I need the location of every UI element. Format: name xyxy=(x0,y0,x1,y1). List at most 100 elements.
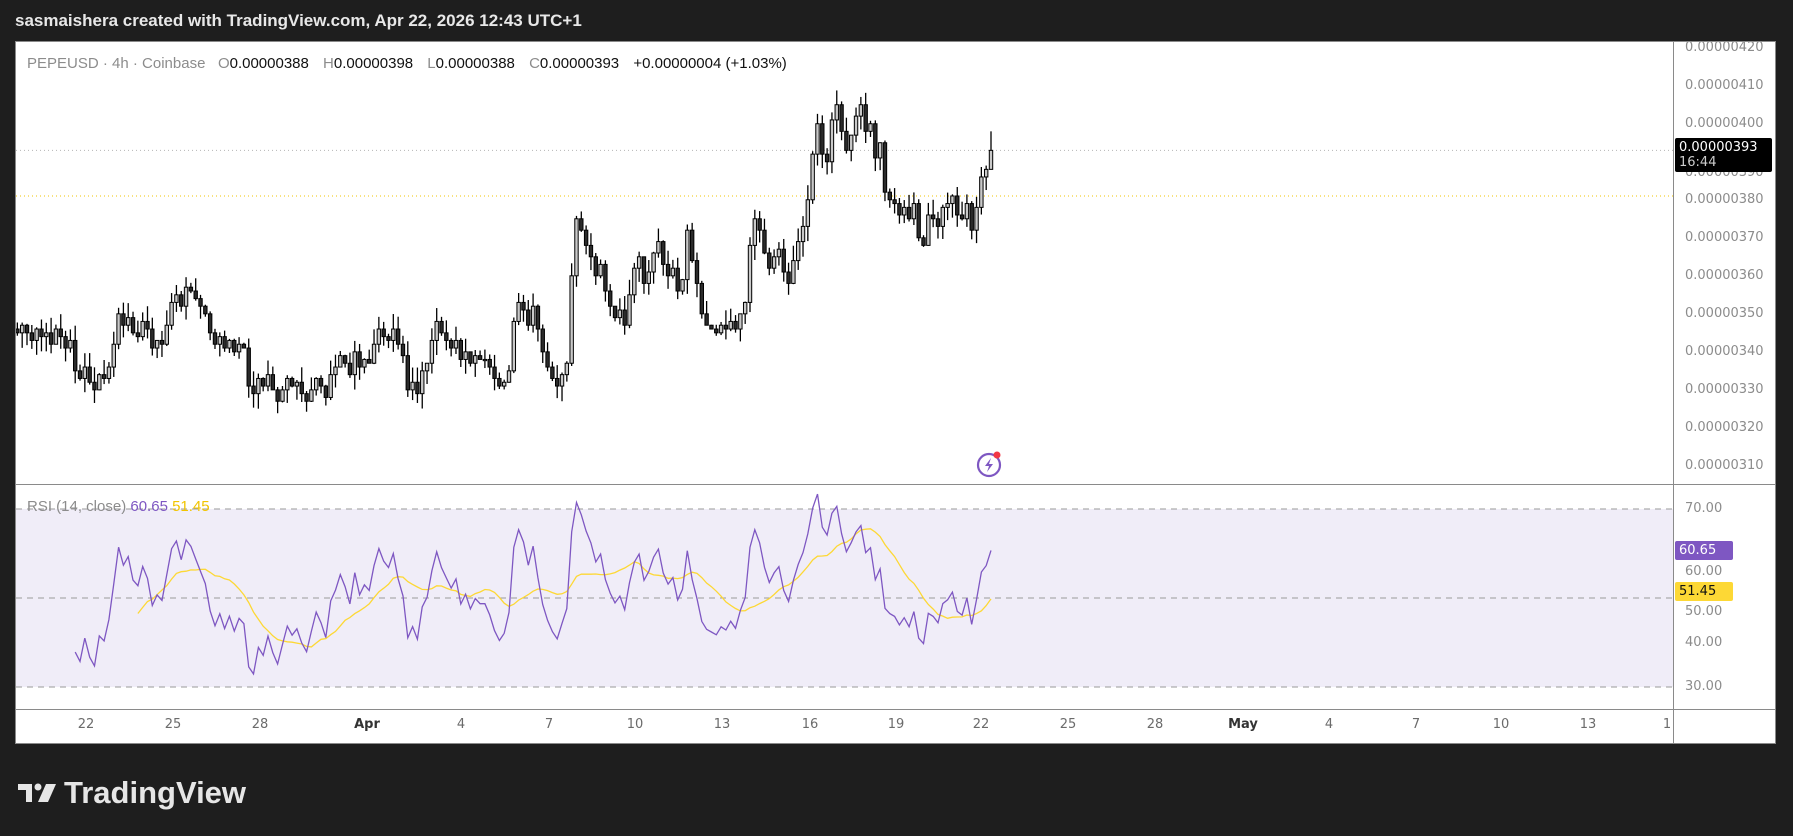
candle-body-up xyxy=(810,153,815,201)
candle-body-down xyxy=(882,142,888,193)
candle xyxy=(391,314,396,352)
candle xyxy=(535,304,541,342)
candle xyxy=(636,251,642,282)
candle xyxy=(555,365,560,399)
candle-body-down xyxy=(492,366,497,379)
candle-body-up xyxy=(945,203,950,208)
candle xyxy=(704,301,709,326)
candle-body-down xyxy=(526,309,531,326)
candle-body-up xyxy=(328,374,333,398)
candle xyxy=(863,92,868,144)
time-label: 25 xyxy=(1059,717,1077,732)
candle xyxy=(964,194,970,227)
candle-body-down xyxy=(497,377,502,387)
candle xyxy=(752,209,758,260)
candle-body-down xyxy=(786,271,791,284)
rsi-label[interactable]: RSI (14, close) xyxy=(27,498,127,515)
candle xyxy=(588,233,594,271)
candle-body-up xyxy=(829,119,835,163)
candle-body-down xyxy=(714,328,719,334)
ohlc-legend: PEPEUSD · 4h · Coinbase O0.00000388 H0.0… xyxy=(27,55,787,72)
candle xyxy=(921,235,926,247)
candle xyxy=(217,332,223,357)
candle-body-up xyxy=(429,339,435,364)
candle-body-down xyxy=(207,313,213,334)
tradingview-logo[interactable]: TradingView xyxy=(18,775,246,811)
candle xyxy=(593,253,598,285)
rsi-value-tag: 60.65 xyxy=(1675,541,1733,560)
time-label: 25 xyxy=(164,717,182,732)
candle xyxy=(916,199,921,242)
price-tick: 0.00000340 xyxy=(1685,343,1764,359)
candle-body-down xyxy=(916,203,921,239)
candle xyxy=(955,186,960,227)
candle xyxy=(318,375,324,394)
candle-body-up xyxy=(656,241,661,254)
candle xyxy=(203,304,208,317)
candle xyxy=(386,333,391,349)
current-price-tag: 0.00000393 16:44 xyxy=(1675,138,1772,172)
candle-body-up xyxy=(646,271,651,284)
candle-body-down xyxy=(767,252,772,269)
open-value: 0.00000388 xyxy=(229,55,309,72)
lightning-alert-icon[interactable] xyxy=(975,449,1005,479)
candle-body-down xyxy=(579,218,584,231)
candle-body-up xyxy=(53,328,59,345)
candle xyxy=(367,349,372,364)
candle xyxy=(116,307,121,350)
candle-body-up xyxy=(796,241,801,262)
candle-body-down xyxy=(762,229,767,254)
price-tick: 0.00000330 xyxy=(1685,381,1764,397)
candle-body-up xyxy=(11,329,14,337)
candle-body-up xyxy=(362,358,367,368)
time-label: 7 xyxy=(544,717,554,732)
high-label: H xyxy=(323,55,334,72)
caption-text: sasmaishera created with TradingView.com… xyxy=(15,11,582,30)
candle-body-down xyxy=(439,320,444,334)
candle-body-down xyxy=(121,313,126,326)
candle-body-up xyxy=(530,305,536,326)
candle-body-up xyxy=(285,377,290,391)
candle xyxy=(685,224,690,294)
candle-body-up xyxy=(338,355,343,368)
rsi-band xyxy=(16,508,1673,688)
candle-body-up xyxy=(564,362,570,376)
candle-body-down xyxy=(709,324,714,330)
candle xyxy=(265,360,271,392)
candle-body-down xyxy=(689,229,695,262)
price-tick: 0.00000320 xyxy=(1685,419,1764,435)
candle xyxy=(77,364,83,381)
candle xyxy=(420,361,425,409)
candle xyxy=(670,259,676,279)
time-label: 7 xyxy=(1411,717,1421,732)
candle-body-down xyxy=(193,290,198,300)
candle xyxy=(530,293,536,333)
candle xyxy=(381,321,386,346)
candle xyxy=(646,260,651,295)
rsi-ma-legend-value: 51.45 xyxy=(172,498,210,515)
candle-body-down xyxy=(323,385,329,398)
candle-body-down xyxy=(959,214,965,220)
candle-body-up xyxy=(236,343,242,353)
candle-body-down xyxy=(892,199,897,205)
rsi-line xyxy=(74,493,992,676)
candle xyxy=(376,316,382,353)
candle-body-down xyxy=(145,320,150,330)
candle-body-up xyxy=(598,263,603,277)
candle-body-up xyxy=(791,260,796,284)
candle xyxy=(511,317,517,374)
candle xyxy=(979,166,984,215)
candle xyxy=(458,338,464,367)
candle xyxy=(622,296,627,335)
candle xyxy=(434,308,439,355)
candle-body-down xyxy=(873,123,878,159)
candle xyxy=(820,115,825,169)
symbol-info[interactable]: PEPEUSD · 4h · Coinbase xyxy=(27,55,206,72)
candle-body-up xyxy=(44,332,49,338)
candle-body-up xyxy=(352,351,357,376)
candle xyxy=(940,204,945,239)
candle xyxy=(193,278,198,301)
candle xyxy=(188,282,194,294)
candle-body-up xyxy=(559,374,565,387)
